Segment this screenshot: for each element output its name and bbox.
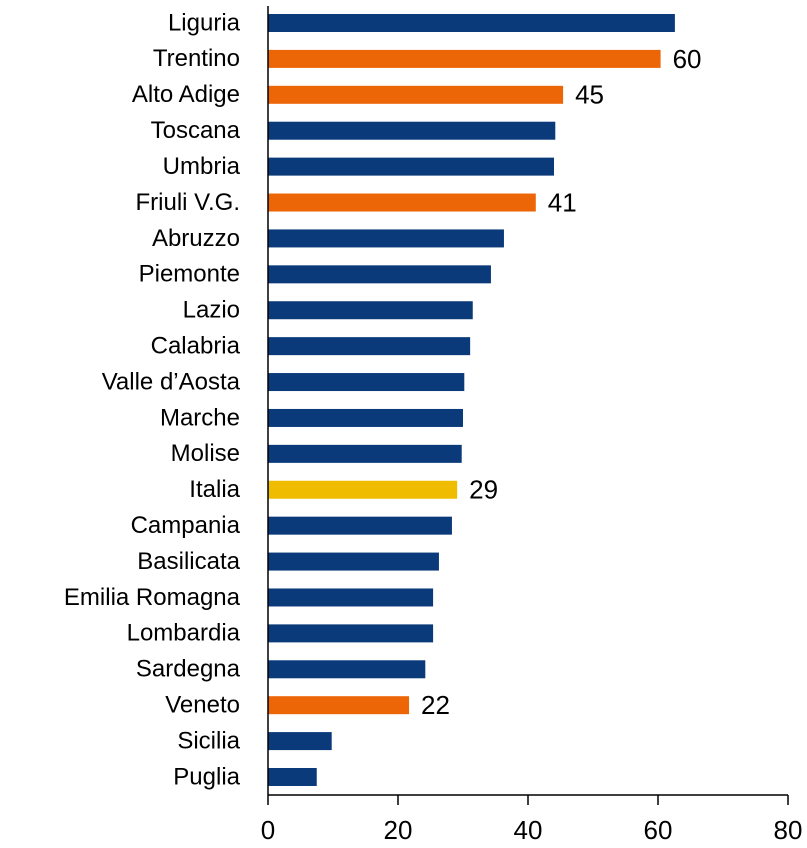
bar (268, 85, 564, 104)
category-label: Molise (171, 440, 240, 467)
bar (268, 660, 426, 679)
value-label: 29 (469, 475, 498, 505)
bar (268, 14, 675, 32)
category-label: Sardegna (136, 656, 241, 683)
bar (268, 516, 452, 535)
bar (268, 480, 458, 499)
bar (268, 696, 410, 715)
category-label: Emilia Romagna (64, 584, 241, 611)
value-label: 41 (548, 187, 577, 217)
category-label: Lazio (183, 297, 240, 324)
bar (268, 193, 536, 212)
bar (268, 121, 556, 140)
category-label: Liguria (168, 9, 241, 36)
value-label: 45 (575, 80, 604, 110)
x-tick-label: 40 (514, 815, 543, 845)
category-label: Basilicata (137, 548, 240, 575)
category-label: Puglia (173, 763, 240, 790)
category-label: Marche (160, 404, 240, 431)
category-label: Veneto (165, 692, 240, 719)
category-label: Alto Adige (132, 81, 240, 108)
bar (268, 337, 471, 356)
value-label: 60 (673, 44, 702, 74)
bar (268, 373, 465, 392)
bar (268, 768, 317, 786)
category-label: Piemonte (139, 261, 240, 288)
x-tick-label: 20 (384, 815, 413, 845)
category-label: Abruzzo (152, 225, 240, 252)
bar (268, 552, 439, 571)
category-label: Umbria (163, 153, 241, 180)
category-label: Campania (131, 512, 241, 539)
category-label: Italia (189, 476, 240, 503)
bar (268, 732, 332, 751)
bar (268, 588, 434, 607)
bar (268, 229, 504, 248)
bar (268, 49, 661, 68)
bar (268, 157, 554, 176)
x-tick-label: 60 (644, 815, 673, 845)
x-tick-label: 80 (774, 815, 803, 845)
bar (268, 265, 491, 284)
x-tick-label: 0 (261, 815, 275, 845)
category-label: Trentino (153, 45, 240, 72)
category-label: Calabria (151, 332, 241, 359)
category-label: Friuli V.G. (136, 189, 240, 216)
bar (268, 624, 434, 643)
value-label: 22 (421, 690, 450, 720)
category-label: Lombardia (127, 620, 241, 647)
category-label: Toscana (151, 117, 241, 144)
category-label: Sicilia (177, 727, 240, 754)
category-label: Valle d’Aosta (102, 368, 241, 395)
bar (268, 301, 473, 320)
bar (268, 444, 462, 463)
bar (268, 408, 463, 427)
